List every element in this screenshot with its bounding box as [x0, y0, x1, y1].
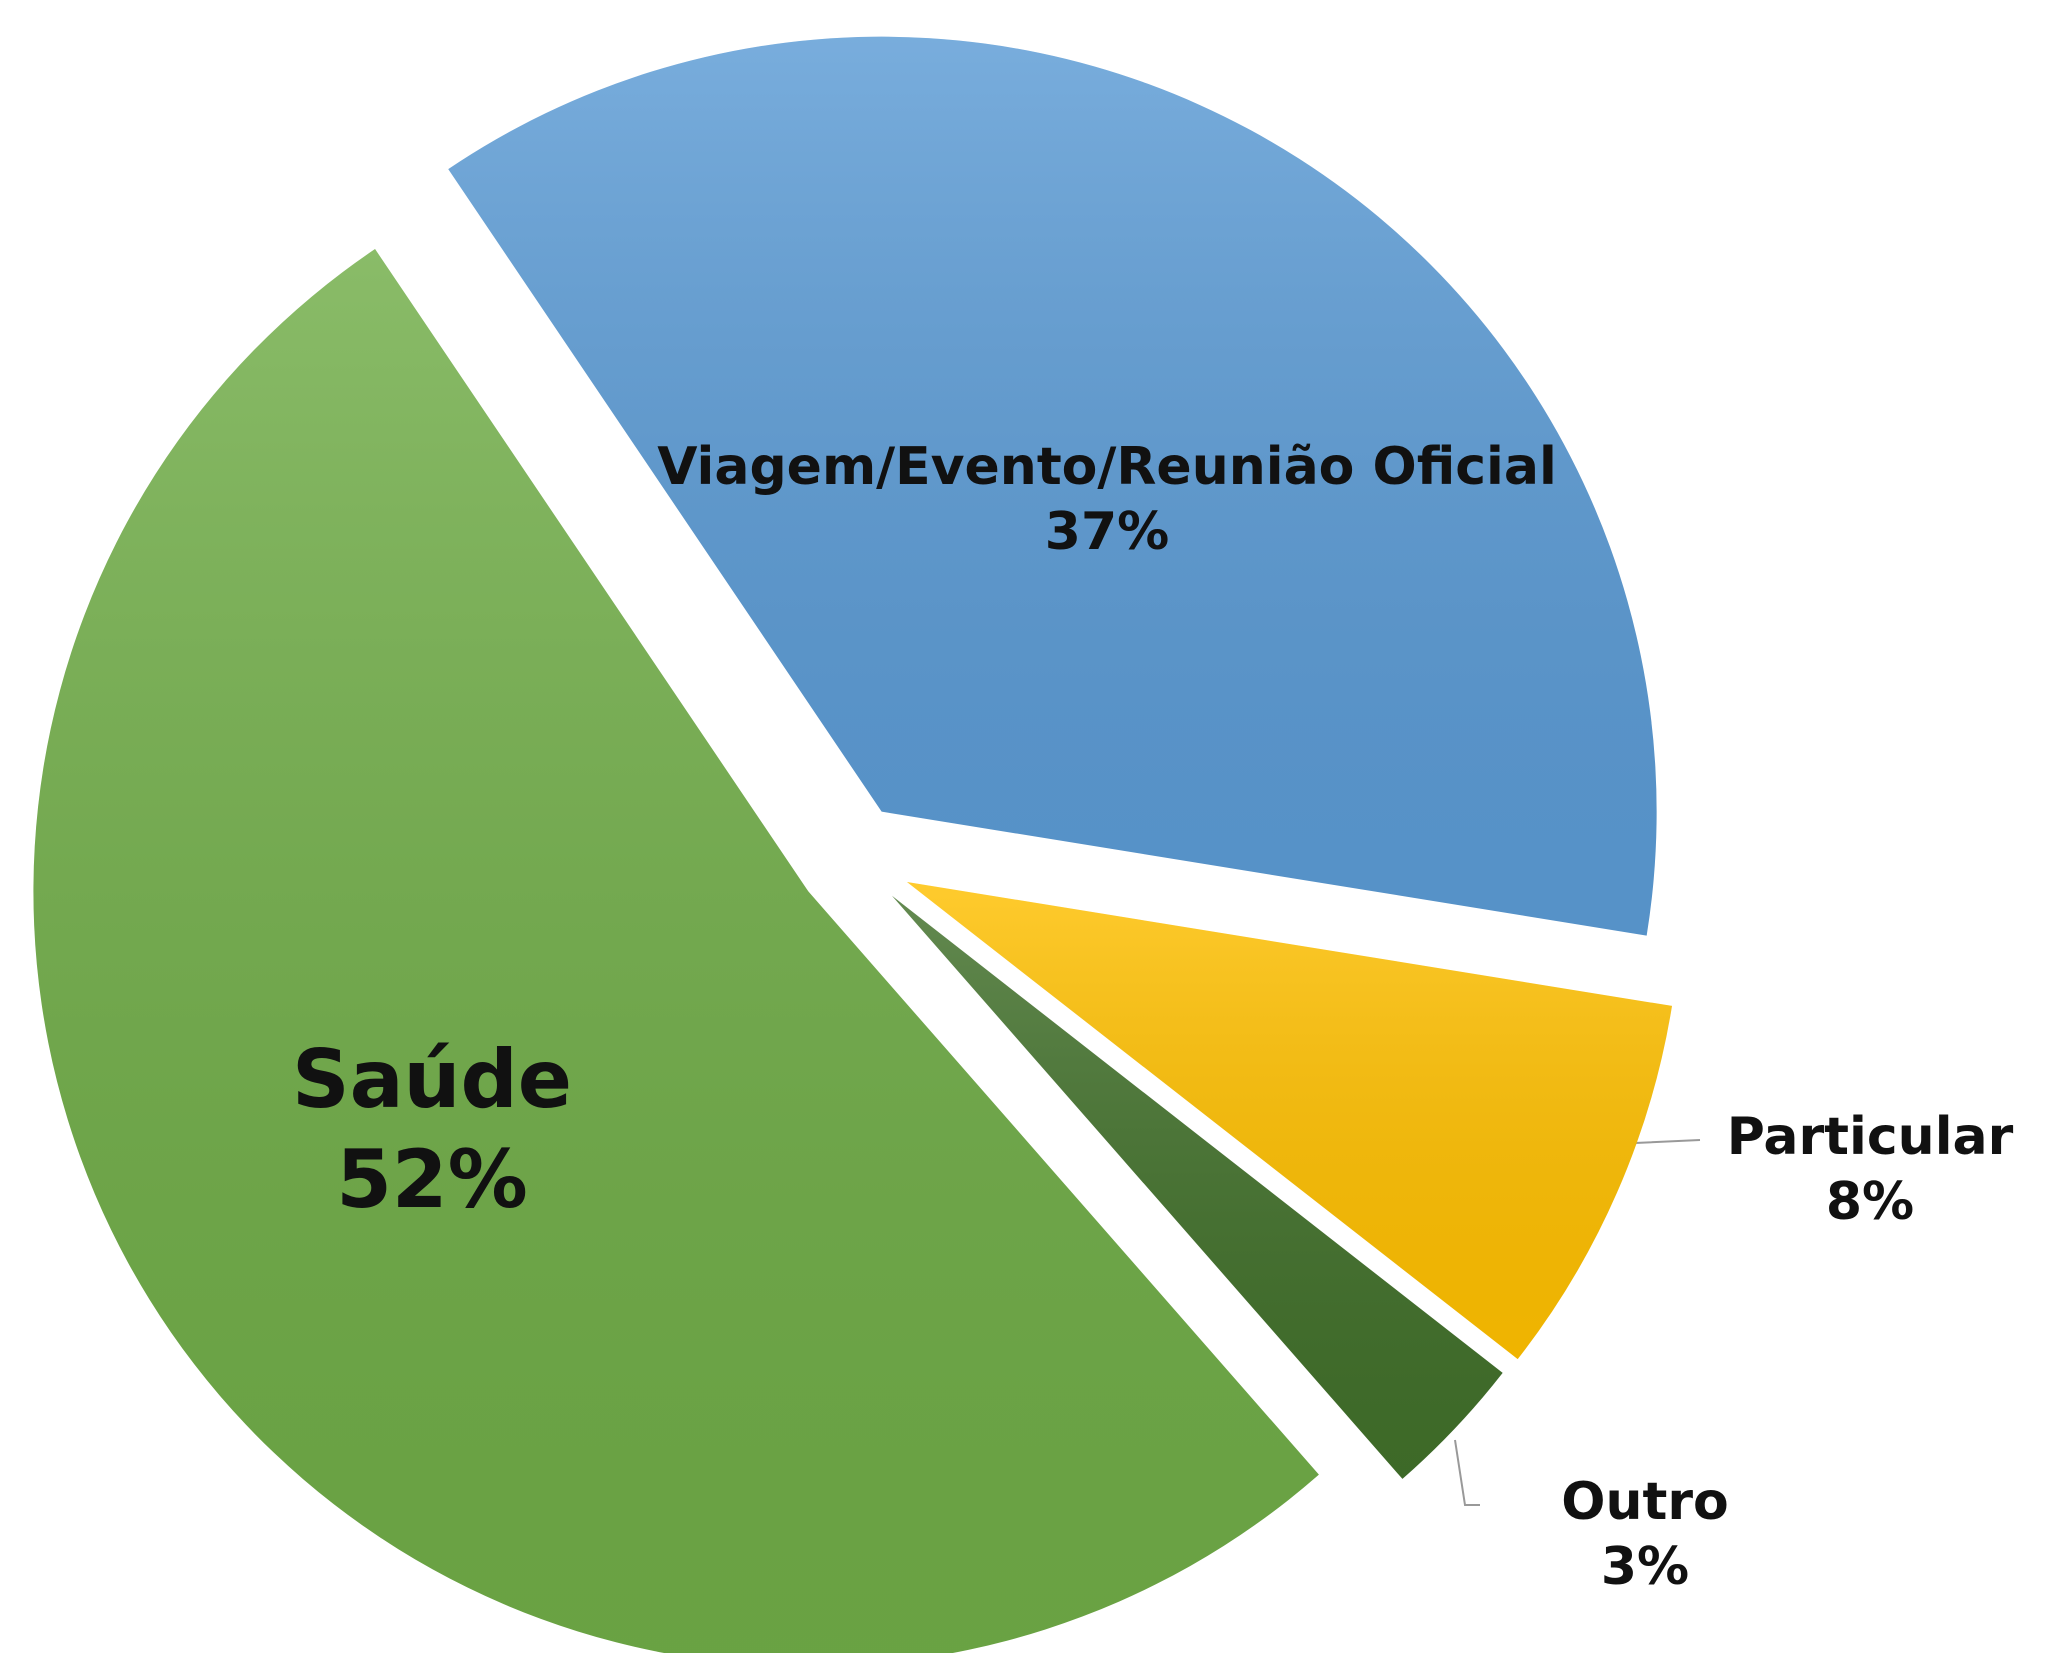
leader-line: [1454, 1439, 1480, 1506]
slice-label: Viagem/Evento/Reunião Oficial 37%: [657, 435, 1557, 565]
value-label: 8%: [1825, 1172, 1915, 1232]
slice-shade: [448, 36, 1657, 936]
value-label: 37%: [1044, 502, 1170, 562]
value-label: 3%: [1600, 1537, 1690, 1597]
slice-label: Outro 3%: [1445, 1470, 1845, 1600]
value-label: 52%: [336, 1133, 528, 1226]
slice-shade: [33, 249, 1319, 1653]
category-label: Saúde: [291, 1033, 573, 1126]
category-label: Viagem/Evento/Reunião Oficial: [657, 437, 1557, 497]
slice-label: Particular 8%: [1670, 1105, 2055, 1235]
category-label: Particular: [1726, 1107, 2014, 1167]
slice-shade: [906, 882, 1673, 1360]
slice-label: Saúde 52%: [182, 1030, 682, 1230]
slice-shade: [891, 895, 1503, 1479]
category-label: Outro: [1561, 1472, 1729, 1532]
